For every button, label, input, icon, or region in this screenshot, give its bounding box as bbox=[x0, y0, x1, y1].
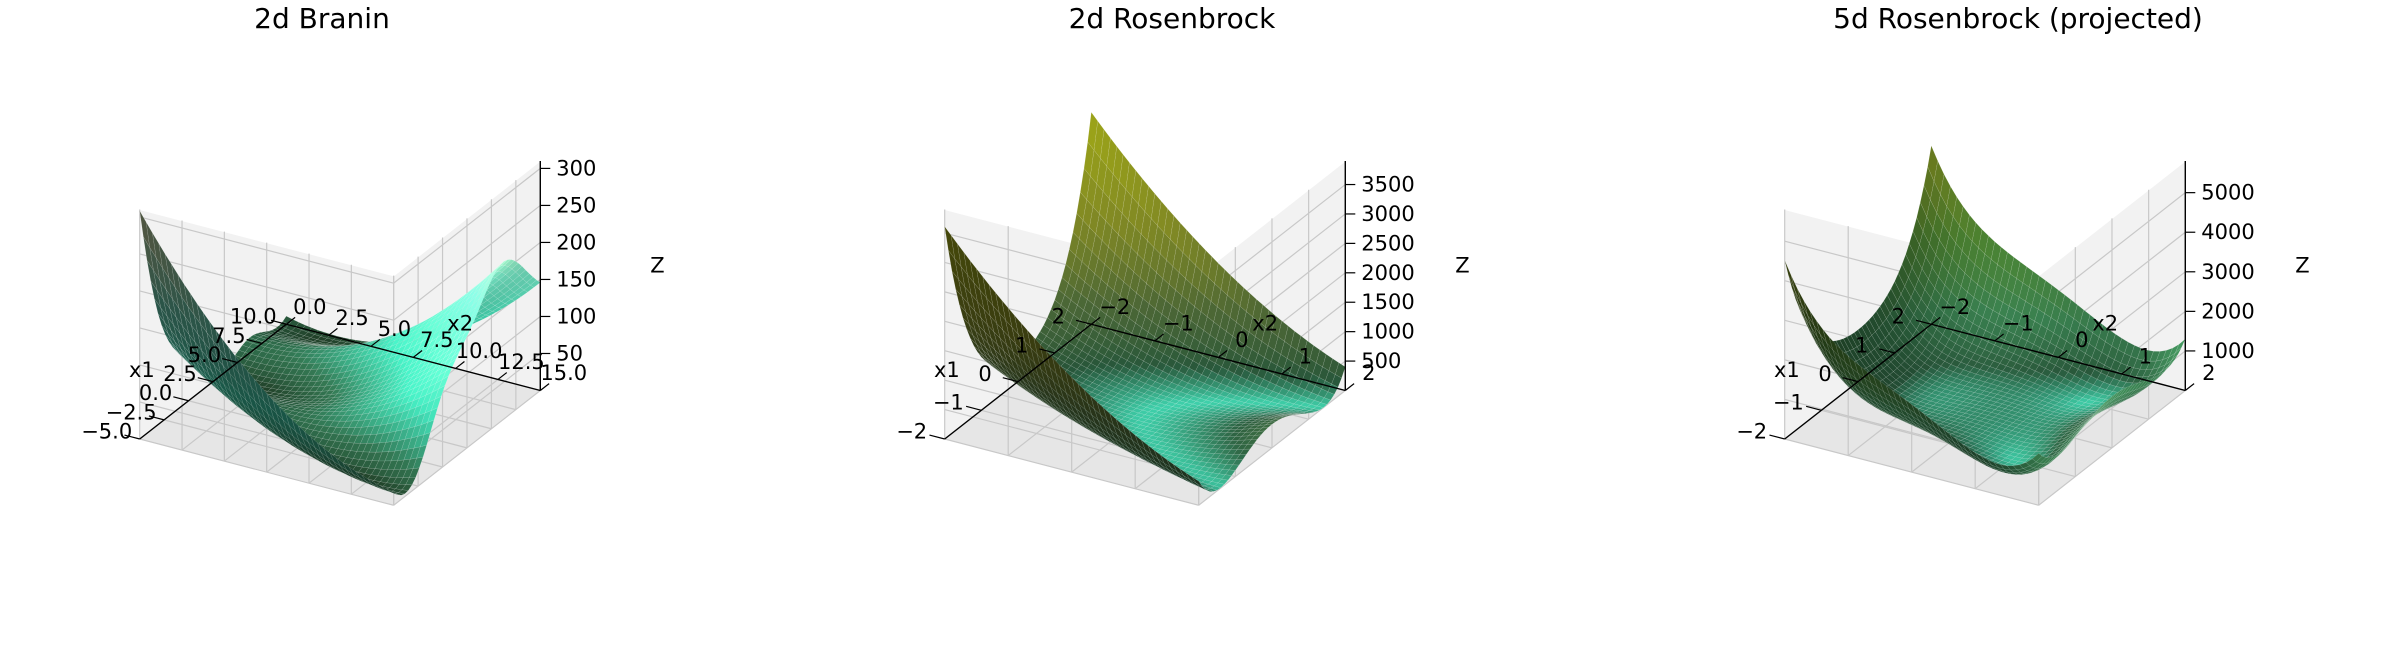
y-tick-label: 1 bbox=[1299, 345, 1312, 369]
x-tick-label: 1 bbox=[1015, 333, 1028, 357]
y-tick-label: 12.5 bbox=[498, 350, 545, 374]
y-tick bbox=[1344, 383, 1355, 391]
x-tick-label: −1 bbox=[933, 391, 964, 415]
z-tick-label: 500 bbox=[1361, 349, 1401, 373]
z-tick-label: 3000 bbox=[1361, 202, 1414, 226]
chart-title: 5d Rosenbrock (projected) bbox=[1833, 2, 2203, 35]
z-tick-label: 200 bbox=[556, 230, 596, 254]
z-tick-label: 100 bbox=[556, 305, 596, 329]
z-tick-label: 1500 bbox=[1361, 290, 1414, 314]
y-tick-label: 0.0 bbox=[293, 295, 326, 319]
x-axis-label: x1 bbox=[129, 358, 155, 382]
z-tick-label: 50 bbox=[556, 342, 583, 366]
y-axis-label: x2 bbox=[447, 312, 473, 336]
z-axis-label: Z bbox=[1455, 253, 1469, 277]
y-axis-label: x2 bbox=[1252, 312, 1278, 336]
grid-line-z bbox=[139, 216, 394, 284]
x-tick-label: 10.0 bbox=[230, 305, 277, 329]
y-tick-label: −1 bbox=[1163, 312, 1194, 336]
chart-title: 2d Rosenbrock bbox=[1069, 2, 1277, 35]
z-tick-label: 2500 bbox=[1361, 231, 1414, 255]
surface-mesh bbox=[139, 210, 541, 496]
z-tick-label: 150 bbox=[556, 268, 596, 292]
grid-line-y bbox=[393, 390, 541, 506]
y-tick-label: 10.0 bbox=[456, 339, 503, 363]
z-tick-label: 3500 bbox=[1361, 173, 1414, 197]
chart-title: 2d Branin bbox=[254, 2, 390, 35]
z-tick-label: 1000 bbox=[1361, 320, 1414, 344]
z-tick-label: 300 bbox=[556, 156, 596, 180]
y-tick-label: 0 bbox=[1235, 328, 1248, 352]
z-tick-label: 2000 bbox=[1361, 261, 1414, 285]
y-tick-label: −2 bbox=[1099, 295, 1130, 319]
x-tick-label: 0 bbox=[978, 362, 991, 386]
x-tick-label: −2 bbox=[896, 419, 927, 443]
x-tick bbox=[929, 434, 945, 440]
y-tick-label: 5.0 bbox=[378, 317, 411, 341]
subplot-branin: 2d Branin−5.0−2.50.02.55.07.510.0 0.0 2.5 5… bbox=[81, 2, 665, 507]
grid-line-z bbox=[139, 253, 394, 321]
y-tick-label: 2.5 bbox=[335, 306, 368, 330]
z-axis-label: Z bbox=[650, 253, 664, 277]
x-axis-label: x1 bbox=[934, 358, 960, 382]
z-tick-label: 250 bbox=[556, 193, 596, 217]
x-tick-label: 2 bbox=[1052, 305, 1065, 329]
grid-line-z bbox=[393, 167, 541, 284]
grid-line-z bbox=[393, 204, 541, 321]
